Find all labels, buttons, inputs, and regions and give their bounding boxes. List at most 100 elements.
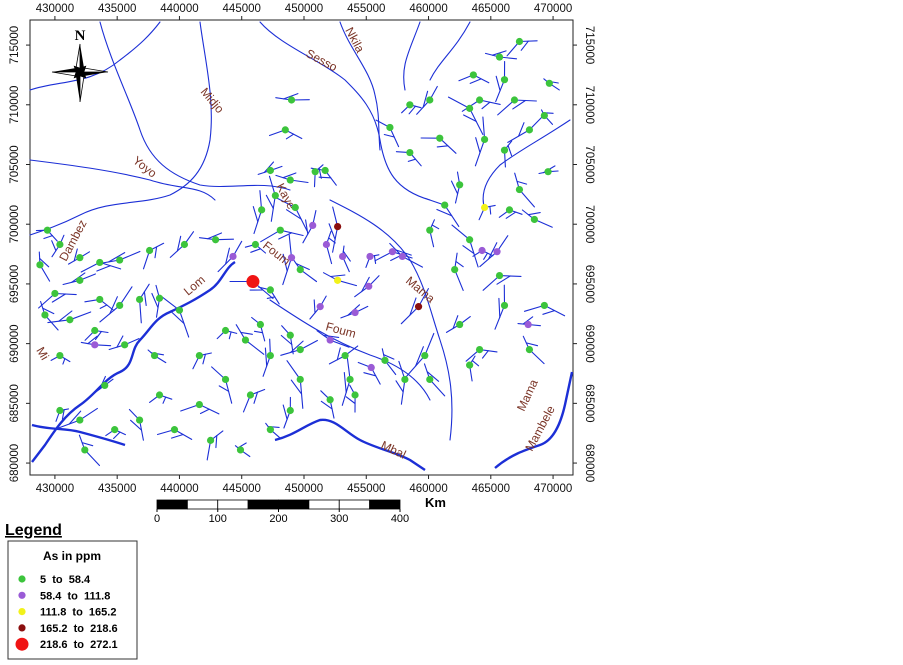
- sample-point: [56, 407, 63, 414]
- sample-point: [511, 96, 518, 103]
- sample-point: [436, 135, 443, 142]
- sample-point: [541, 112, 548, 119]
- sample-point: [258, 206, 265, 213]
- scale-segment: [157, 500, 187, 509]
- sample-point: [156, 391, 163, 398]
- sample-point: [282, 126, 289, 133]
- y-tick-label: 695000: [583, 265, 595, 303]
- sample-point: [287, 332, 294, 339]
- scale-segment: [248, 500, 278, 509]
- sample-point: [76, 277, 83, 284]
- scale-segment: [339, 500, 369, 509]
- scale-segment: [309, 500, 339, 509]
- sample-point: [56, 241, 63, 248]
- y-tick-label: 700000: [9, 205, 21, 243]
- north-label: N: [75, 28, 86, 44]
- sample-point: [297, 376, 304, 383]
- sample-point: [346, 376, 353, 383]
- sample-point: [176, 307, 183, 314]
- y-tick-label: 685000: [583, 384, 595, 422]
- sample-point: [381, 357, 388, 364]
- scale-label: 0: [154, 513, 160, 525]
- legend-swatch: [16, 638, 29, 651]
- sample-point: [297, 346, 304, 353]
- sample-point: [421, 352, 428, 359]
- x-tick-label: 435000: [98, 3, 136, 15]
- y-tick-label: 705000: [9, 145, 21, 183]
- sample-point: [476, 96, 483, 103]
- sample-point: [327, 336, 334, 343]
- sample-point: [267, 426, 274, 433]
- sample-point: [399, 253, 406, 260]
- sample-point: [297, 266, 304, 273]
- sample-point: [365, 283, 372, 290]
- sample-point: [526, 346, 533, 353]
- sample-point: [237, 446, 244, 453]
- sample-point: [101, 382, 108, 389]
- sample-point: [525, 321, 532, 328]
- y-tick-label: 690000: [9, 324, 21, 362]
- sample-point: [441, 202, 448, 209]
- y-tick-label: 710000: [9, 86, 21, 124]
- sample-point: [44, 227, 51, 234]
- sample-point: [386, 124, 393, 131]
- sample-point: [456, 321, 463, 328]
- sample-point: [366, 253, 373, 260]
- legend-label: 218.6 to 272.1: [40, 639, 118, 651]
- sample-point: [506, 206, 513, 213]
- sample-point: [478, 247, 485, 254]
- sample-point: [389, 248, 396, 255]
- x-tick-label: 465000: [472, 3, 510, 15]
- sample-point: [222, 327, 229, 334]
- sample-point: [501, 76, 508, 83]
- sample-point: [312, 168, 319, 175]
- scale-segment: [370, 500, 400, 509]
- sample-point: [501, 147, 508, 154]
- x-tick-label: 460000: [409, 483, 447, 495]
- legend-label: 58.4 to 111.8: [40, 590, 110, 602]
- x-tick-label: 465000: [472, 483, 510, 495]
- scale-unit: Km: [425, 495, 446, 510]
- x-tick-label: 445000: [223, 483, 261, 495]
- sample-point: [91, 341, 98, 348]
- sample-point: [341, 352, 348, 359]
- legend-swatch: [18, 592, 25, 599]
- sample-point: [426, 227, 433, 234]
- x-tick-label: 440000: [160, 483, 198, 495]
- x-tick-label: 455000: [347, 483, 385, 495]
- scale-label: 200: [269, 513, 287, 525]
- x-tick-label: 470000: [534, 483, 572, 495]
- y-tick-label: 685000: [9, 384, 21, 422]
- sample-point: [272, 192, 279, 199]
- sample-point: [136, 296, 143, 303]
- sample-point: [267, 167, 274, 174]
- sample-point: [156, 295, 163, 302]
- sample-point: [116, 302, 123, 309]
- sample-point: [426, 96, 433, 103]
- y-tick-label: 690000: [583, 324, 595, 362]
- legend-label: 5 to 58.4: [40, 574, 91, 586]
- legend-swatch: [18, 608, 25, 615]
- map-frame: [30, 20, 573, 475]
- sample-point: [351, 391, 358, 398]
- sample-point: [466, 105, 473, 112]
- sample-point: [526, 126, 533, 133]
- sample-point: [207, 437, 214, 444]
- sample-point: [292, 204, 299, 211]
- scale-label: 100: [209, 513, 227, 525]
- x-tick-label: 450000: [285, 483, 323, 495]
- sample-point: [546, 80, 553, 87]
- sample-point: [466, 362, 473, 369]
- sample-point: [544, 168, 551, 175]
- legend-label: 111.8 to 165.2: [40, 607, 116, 619]
- sample-point: [257, 321, 264, 328]
- sample-point: [481, 204, 488, 211]
- sample-point: [466, 236, 473, 243]
- sample-point: [222, 376, 229, 383]
- sample-point: [96, 296, 103, 303]
- sample-point: [76, 254, 83, 261]
- legend-variable: As in ppm: [43, 549, 101, 563]
- sample-point: [288, 254, 295, 261]
